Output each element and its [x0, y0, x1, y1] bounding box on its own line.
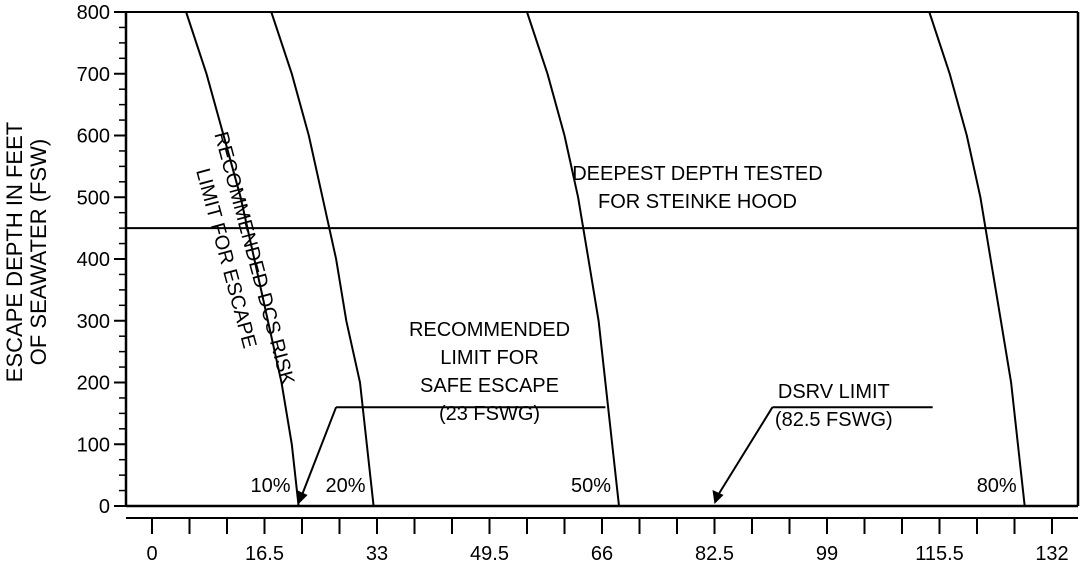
y-axis-title-line-2: OF SEAWATER (FSW): [26, 139, 51, 366]
dsrv-limit-text: (82.5 FSWG): [775, 409, 893, 431]
x-tick-label: 33: [366, 543, 388, 565]
risk-curve-3: [526, 11, 620, 507]
risk-curves: 10% 20% 50% 80%: [185, 11, 1026, 507]
x-tick-label: 132: [1035, 543, 1068, 565]
x-tick-label: 49.5: [470, 543, 509, 565]
curve-label: 20%: [326, 475, 366, 497]
x-tick-label: 0: [146, 543, 157, 565]
risk-curve-2: [270, 11, 375, 507]
y-axis-title-line-1: ESCAPE DEPTH IN FEET: [2, 122, 27, 382]
x-tick-label: 115.5: [915, 543, 964, 565]
y-tick-label: 0: [99, 496, 110, 518]
safe-escape-text: (23 FSWG): [439, 403, 540, 425]
risk-curve-1: [185, 11, 300, 507]
x-tick-label: 16.5: [245, 543, 284, 565]
chart-annotations: DEEPEST DEPTH TESTED FOR STEINKE HOOD RECO…: [126, 129, 1078, 504]
y-tick-label: 600: [77, 126, 110, 148]
dsrv-limit-arrowhead: [712, 490, 724, 504]
y-tick-label: 400: [77, 249, 110, 271]
y-tick-label: 100: [77, 434, 110, 456]
x-tick-label: 66: [591, 543, 613, 565]
safe-escape-arrowhead: [296, 490, 308, 504]
safe-escape-pointer: [300, 406, 338, 497]
risk-curve-4: [928, 11, 1026, 507]
curve-label: 50%: [571, 475, 611, 497]
curve-label: 10%: [251, 475, 291, 497]
safe-escape-text: RECOMMENDED: [409, 319, 570, 341]
deepest-tested-text: DEEPEST DEPTH TESTED: [572, 163, 822, 185]
y-tick-label: 800: [77, 2, 110, 24]
y-tick-label: 200: [77, 373, 110, 395]
y-tick-label: 300: [77, 311, 110, 333]
deepest-tested-text: FOR STEINKE HOOD: [598, 191, 797, 213]
x-tick-label: 82.5: [695, 543, 734, 565]
safe-escape-text: LIMIT FOR: [440, 347, 539, 369]
curve-label: 80%: [977, 475, 1017, 497]
dsrv-limit-text: DSRV LIMIT: [778, 381, 890, 403]
y-tick-label: 500: [77, 187, 110, 209]
x-tick-label: 99: [816, 543, 838, 565]
safe-escape-text: SAFE ESCAPE: [420, 375, 559, 397]
y-tick-label: 700: [77, 64, 110, 86]
dsrv-limit-pointer: [716, 406, 774, 497]
